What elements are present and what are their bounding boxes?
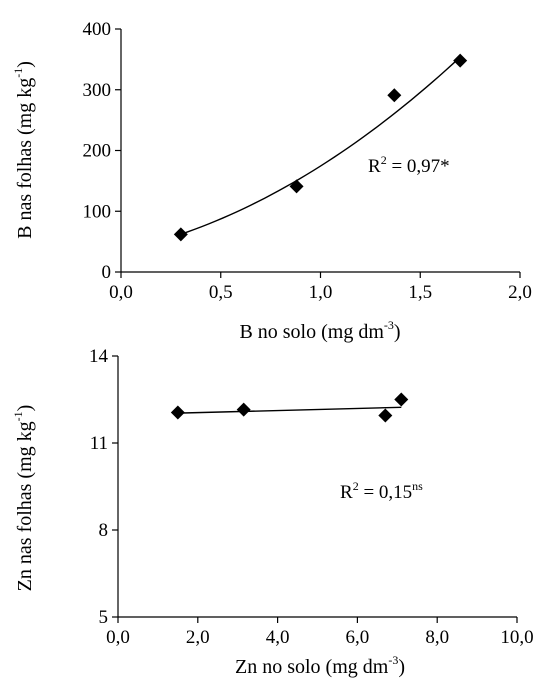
chart-boron-ticks: 0,0 0,5 1,0 1,5 2,0 0 100 200 300 400: [83, 19, 532, 303]
chart-boron-x-tick-label: 0,0: [109, 282, 133, 303]
chart-zinc-x-axis-title: Zn no solo (mg dm-3): [235, 653, 405, 678]
chart-boron-y-axis-title: B nas folhas (mg kg-1): [11, 61, 36, 239]
chart-zinc-ticks: 0,0 2,0 4,0 6,0 8,0 10,0 5 8 11 14: [89, 346, 533, 648]
chart-boron-fit-path: [180, 56, 461, 235]
chart-boron-x-tick-label: 1,5: [408, 282, 432, 303]
chart-boron-y-tick-label: 100: [83, 201, 112, 222]
chart-zinc-points: [170, 392, 409, 423]
chart-boron-y-tick-label: 200: [83, 141, 112, 162]
chart-boron-data-point: [387, 88, 402, 103]
chart-boron-data-point: [289, 179, 304, 194]
chart-zinc-x-tick-label: 0,0: [106, 627, 130, 648]
chart-boron-data-point: [173, 227, 188, 242]
chart-zinc-fit-line: [177, 406, 402, 414]
chart-zinc: 0,0 2,0 4,0 6,0 8,0 10,0 5 8 11 14 R2 = 0,15ns Zn…: [11, 346, 533, 678]
chart-zinc-r2-annotation: R2 = 0,15ns: [340, 479, 423, 503]
chart-boron-y-tick-label: 0: [102, 262, 112, 283]
chart-boron-fit-line: [180, 56, 461, 235]
chart-zinc-data-point: [378, 408, 393, 423]
chart-zinc-y-tick-label: 5: [99, 607, 109, 628]
chart-zinc-fit-path: [177, 406, 402, 414]
chart-zinc-x-tick-label: 8,0: [425, 627, 449, 648]
chart-zinc-y-tick-label: 8: [99, 520, 109, 541]
chart-zinc-data-point: [170, 405, 185, 420]
chart-zinc-x-tick-label: 2,0: [186, 627, 210, 648]
chart-boron-y-tick-label: 400: [83, 19, 112, 40]
chart-zinc-y-tick-label: 14: [89, 346, 109, 367]
chart-boron-y-tick-label: 300: [83, 80, 112, 101]
chart-zinc-x-tick-label: 6,0: [346, 627, 370, 648]
chart-boron-x-axis-title: B no solo (mg dm-3): [239, 318, 400, 343]
chart-zinc-x-tick-label: 10,0: [500, 627, 533, 648]
chart-boron-r2-annotation: R2 = 0,97*: [368, 153, 450, 177]
chart-boron-x-tick-label: 2,0: [508, 282, 532, 303]
chart-boron-x-tick-label: 1,0: [309, 282, 333, 303]
chart-zinc-data-point: [394, 392, 409, 407]
chart-zinc-data-point: [236, 402, 251, 417]
chart-zinc-x-tick-label: 4,0: [266, 627, 290, 648]
chart-zinc-y-tick-label: 11: [90, 433, 108, 454]
chart-zinc-y-axis-title: Zn nas folhas (mg kg-1): [11, 405, 36, 592]
chart-boron-points: [173, 53, 468, 242]
chart-boron-x-tick-label: 0,5: [209, 282, 233, 303]
chart-boron-data-point: [453, 53, 468, 68]
